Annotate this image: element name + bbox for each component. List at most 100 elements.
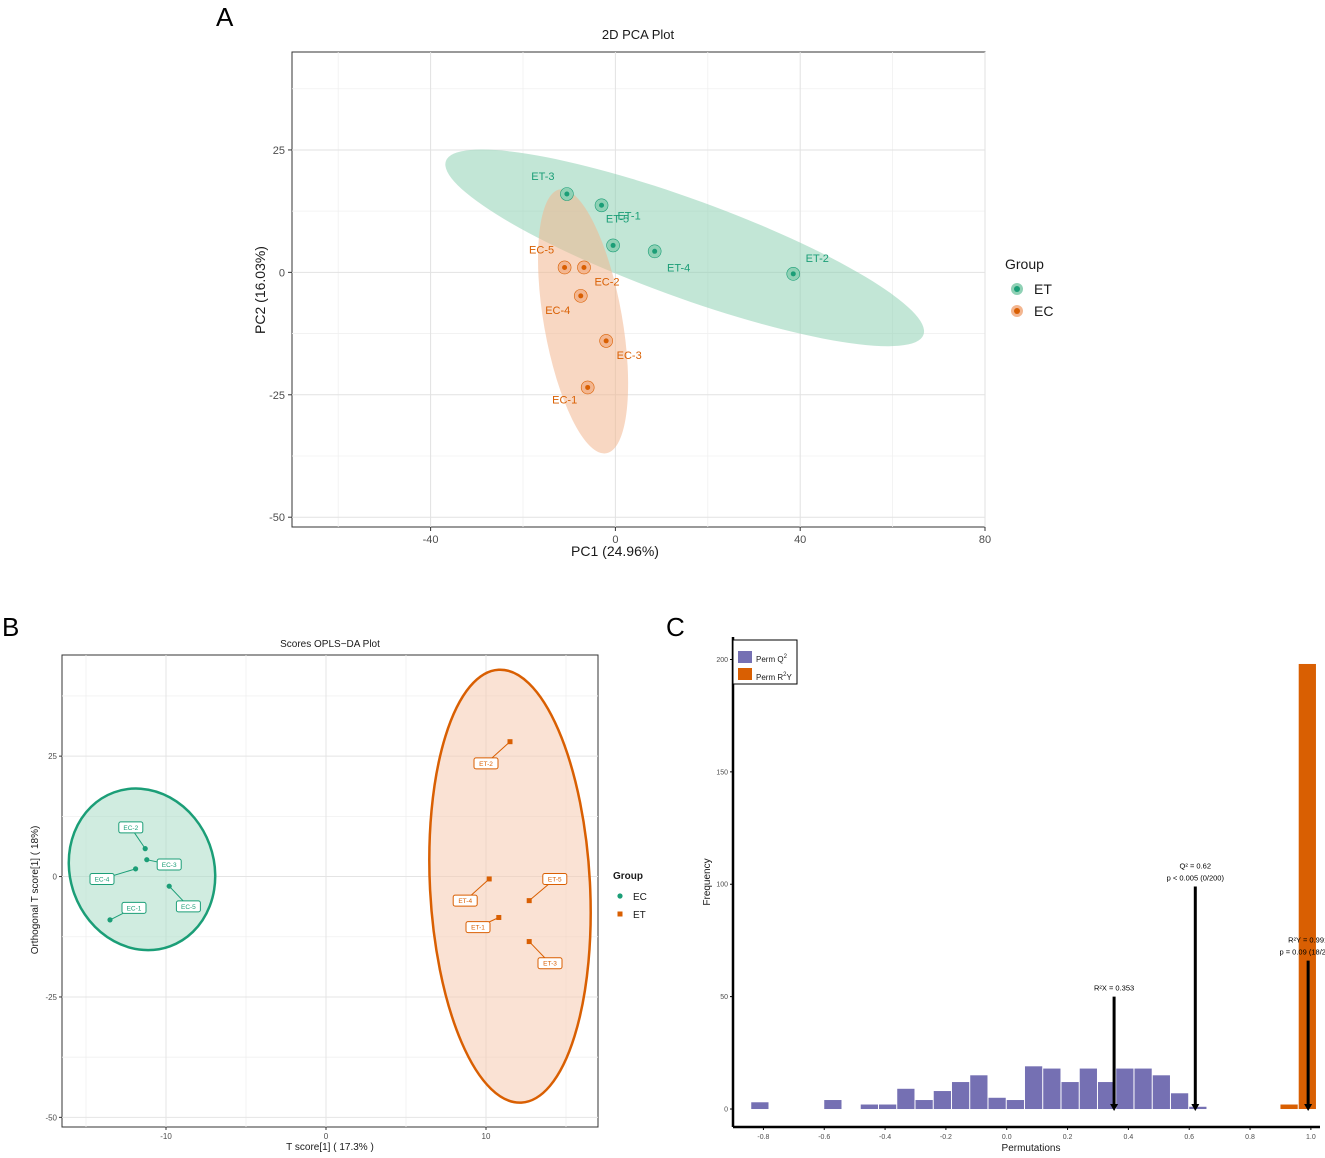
oplsda-point-label-et-5: ET-5	[548, 876, 562, 883]
oplsda-point-label-ec-3: EC-3	[162, 862, 177, 869]
oplsda-label-box-ec-5	[175, 900, 201, 913]
oplsda-legend-label-et: ET	[633, 910, 646, 921]
permutation-annotation-2-line-0: R²Y = 0.991	[1288, 936, 1325, 945]
permutation-arrow-head-2	[1304, 1104, 1313, 1112]
oplsda-legend-marker-ec	[617, 893, 623, 899]
permutation-legend-swatch-q2	[738, 651, 752, 663]
oplsda-point-label-ec-5: EC-5	[181, 904, 196, 911]
pca-panel: ET-1ET-2ET-3ET-4ET-5EC-1EC-2EC-3EC-4EC-5…	[252, 27, 1053, 559]
pca-point-label-ec-3: EC-3	[617, 350, 642, 362]
permutation-bar-q2-11	[1024, 1066, 1043, 1110]
permutation-x-tick-label: 0.0	[1002, 1134, 1012, 1141]
permutation-bar-q2-5	[915, 1100, 933, 1110]
oplsda-label-box-et-5	[542, 872, 568, 885]
permutation-bar-r2y-0	[1280, 1104, 1298, 1110]
oplsda-y-tick-label: 25	[48, 752, 57, 761]
permutation-y-tick-label: 0	[724, 1107, 728, 1114]
pca-legend-label-et: ET	[1034, 281, 1052, 297]
pca-legend-title: Group	[1005, 256, 1044, 272]
permutation-annotation-1-line-0: Q² = 0.62	[1180, 861, 1211, 870]
permutation-bar-q2-10	[1006, 1100, 1024, 1110]
pca-point-et-2	[790, 271, 796, 277]
oplsda-label-box-ec-2	[118, 821, 144, 834]
permutation-x-tick-label: 0.6	[1184, 1134, 1194, 1141]
permutation-annotation-1-line-1: p < 0.005 (0/200)	[1167, 873, 1225, 882]
permutation-bar-q2-17	[1134, 1068, 1152, 1110]
permutation-x-tick-label: -0.2	[940, 1134, 952, 1141]
oplsda-point-label-ec-4: EC-4	[95, 876, 110, 883]
permutation-bars	[751, 663, 1316, 1110]
oplsda-label-box-ec-1	[121, 901, 147, 914]
oplsda-legend-title: Group	[613, 871, 643, 882]
permutation-bar-q2-4	[897, 1088, 915, 1110]
permutation-legend-label-q2: Perm Q2	[756, 654, 788, 664]
oplsda-x-tick-label: 10	[482, 1132, 491, 1141]
pca-legend: Group ET EC	[1005, 256, 1053, 319]
pca-x-tick-label: 40	[794, 534, 806, 546]
oplsda-point-ec-1	[107, 917, 113, 923]
pca-points: ET-1 ET-2 ET-3 ET-4 ET-5 EC-1 EC-2 EC-3 EC-4 EC-5	[529, 171, 829, 406]
oplsda-point-et-4	[486, 876, 492, 882]
pca-x-tick-label: 0	[612, 534, 618, 546]
pca-y-tick-label: -50	[269, 512, 285, 524]
oplsda-label-box-et-4	[452, 894, 478, 907]
permutation-legend: Perm Q2 Perm R2Y	[732, 639, 798, 685]
oplsda-ellipse-et	[428, 668, 592, 1104]
pca-point-et-5	[599, 202, 605, 208]
oplsda-x-tick-label: -10	[160, 1132, 172, 1141]
permutation-x-tick-label: -0.4	[879, 1134, 891, 1141]
oplsda-legend-label-ec: EC	[633, 892, 647, 903]
pca-y-tick-label: -25	[269, 390, 285, 402]
permutation-y-tick-label: 50	[720, 994, 728, 1001]
pca-point-label-ec-1: EC-1	[552, 394, 577, 406]
oplsda-point-et-3	[526, 939, 532, 945]
pca-point-label-et-4: ET-4	[667, 262, 690, 274]
permutation-bar-q2-7	[951, 1082, 970, 1110]
permutation-annotation-2-line-1: p = 0.09 (18/200)	[1279, 948, 1325, 957]
permutation-bar-q2-0	[751, 1102, 769, 1110]
permutation-x-tick-label: -0.6	[818, 1134, 830, 1141]
pca-point-ec-1	[585, 384, 591, 390]
pca-legend-dot-et	[1014, 286, 1020, 292]
oplsda-point-ec-2	[142, 846, 148, 852]
oplsda-label-box-ec-3	[156, 858, 182, 871]
oplsda-point-et-1	[496, 914, 502, 920]
oplsda-point-ec-5	[166, 883, 172, 889]
oplsda-point-label-et-2: ET-2	[479, 761, 493, 768]
permutation-bar-q2-19	[1170, 1093, 1189, 1110]
oplsda-y-tick-label: -25	[45, 993, 57, 1002]
oplsda-label-box-et-2	[473, 757, 499, 770]
pca-point-ec-2	[581, 264, 587, 270]
permutation-bar-q2-14	[1079, 1068, 1097, 1110]
permutation-bar-q2-20	[1189, 1106, 1207, 1110]
permutation-annotation-0-line-0: R²X = 0.353	[1094, 984, 1134, 993]
permutation-x-tick-label: 1.0	[1306, 1134, 1316, 1141]
pca-legend-label-ec: EC	[1034, 303, 1053, 319]
permutation-y-tick-label: 150	[716, 769, 728, 776]
oplsda-x-label: T score[1] ( 17.3% )	[286, 1142, 374, 1153]
pca-y-label: PC2 (16.03%)	[252, 246, 268, 334]
pca-point-et-1	[610, 242, 616, 248]
oplsda-panel: EC-1EC-2EC-3EC-4EC-5ET-1ET-2ET-3ET-4ET-5…	[30, 639, 647, 1153]
oplsda-point-label-et-4: ET-4	[458, 898, 472, 905]
pca-point-et-3	[564, 191, 570, 197]
pca-point-et-4	[652, 248, 658, 254]
permutation-legend-label-r2y: Perm R2Y	[756, 672, 792, 682]
pca-point-label-et-5: ET-5	[606, 213, 629, 225]
pca-ticks: -40 0 40 80 25 0 -25 -50	[269, 145, 991, 546]
pca-point-ec-5	[562, 264, 568, 270]
permutation-arrow-head-0	[1110, 1104, 1119, 1112]
permutation-bar-q2-16	[1116, 1068, 1134, 1110]
oplsda-y-tick-label: -50	[45, 1113, 57, 1122]
pca-y-tick-label: 25	[273, 145, 285, 157]
pca-title: 2D PCA Plot	[602, 27, 675, 42]
permutation-x-tick-label: -0.8	[757, 1134, 769, 1141]
permutation-bar-r2y-1	[1298, 663, 1316, 1110]
oplsda-ticks: -10 0 10 25 0 -25 -50	[45, 752, 491, 1141]
permutation-x-tick-label: 0.2	[1063, 1134, 1073, 1141]
permutation-bar-q2-9	[988, 1097, 1006, 1110]
panel-letter-a: A	[216, 2, 234, 32]
oplsda-point-label-ec-2: EC-2	[123, 825, 138, 832]
permutation-y-tick-label: 200	[716, 657, 728, 664]
